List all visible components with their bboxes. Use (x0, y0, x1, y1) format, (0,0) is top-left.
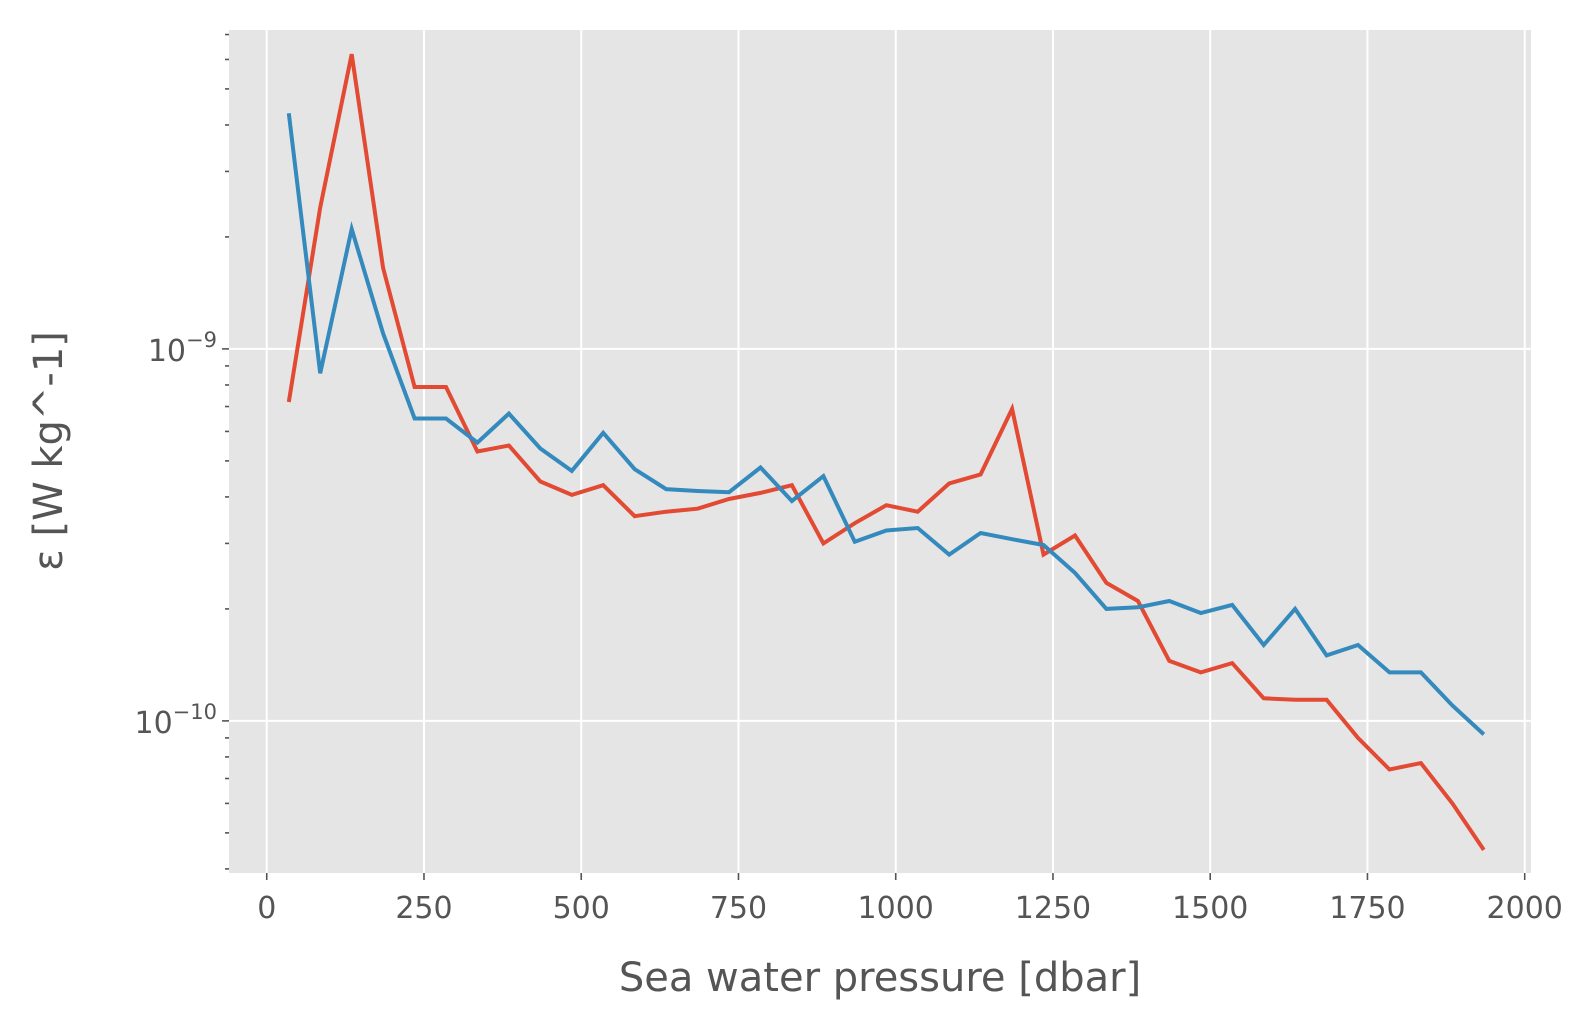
x-tick-label: 0 (257, 891, 276, 926)
y-tick-exponent: −9 (186, 328, 217, 352)
x-axis-label: Sea water pressure [dbar] (619, 955, 1141, 1001)
x-axis: 0 250 500 750 1000 1250 1500 1750 2000 (257, 873, 1563, 926)
y-tick-exponent: −10 (173, 700, 217, 724)
plot-background (229, 30, 1531, 873)
x-tick-label: 1000 (858, 891, 934, 926)
y-tick-base: 10 (134, 706, 172, 741)
x-tick-label: 1500 (1172, 891, 1248, 926)
y-tick-label: 10−9 (148, 328, 217, 369)
y-tick-label: 10−10 (134, 700, 217, 741)
x-tick-label: 2000 (1487, 891, 1563, 926)
x-tick-label: 750 (710, 891, 767, 926)
y-axis-label: ε [W kg^-1] (26, 331, 72, 571)
y-grid (229, 347, 1531, 722)
x-tick-label: 1750 (1329, 891, 1405, 926)
series-line-blue (286, 113, 1486, 736)
x-tick-label: 1250 (1015, 891, 1091, 926)
x-grid (265, 30, 1526, 873)
series-group (286, 53, 1486, 852)
x-tick-label: 250 (395, 891, 452, 926)
y-tick-base: 10 (148, 334, 186, 369)
x-tick-label: 500 (553, 891, 610, 926)
series-line-red (286, 53, 1486, 852)
